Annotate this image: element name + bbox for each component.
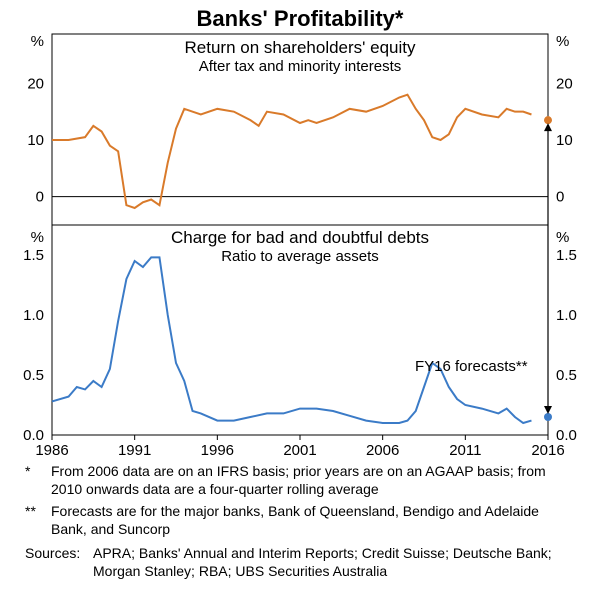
svg-text:10: 10 bbox=[556, 132, 573, 149]
footnote-1: *From 2006 data are on an IFRS basis; pr… bbox=[25, 462, 580, 498]
svg-text:1996: 1996 bbox=[201, 442, 234, 459]
svg-text:1.0: 1.0 bbox=[23, 307, 44, 324]
footnote-2: **Forecasts are for the major banks, Ban… bbox=[25, 502, 580, 538]
panel2-subtitle: Ratio to average assets bbox=[0, 248, 600, 265]
svg-text:20: 20 bbox=[27, 75, 44, 92]
svg-text:0.0: 0.0 bbox=[23, 427, 44, 444]
footnote-2-marker: ** bbox=[25, 502, 51, 520]
svg-text:20: 20 bbox=[556, 75, 573, 92]
svg-text:0.5: 0.5 bbox=[23, 367, 44, 384]
svg-text:2001: 2001 bbox=[283, 442, 316, 459]
footnote-1-marker: * bbox=[25, 462, 51, 480]
svg-text:1991: 1991 bbox=[118, 442, 151, 459]
chart-container: Banks' Profitability* 198619911996200120… bbox=[0, 0, 600, 593]
footnote-1-text: From 2006 data are on an IFRS basis; pri… bbox=[51, 462, 571, 498]
sources-label: Sources: bbox=[25, 544, 93, 562]
svg-text:2016: 2016 bbox=[531, 442, 564, 459]
svg-text:1986: 1986 bbox=[35, 442, 68, 459]
panel1-title: Return on shareholders' equity bbox=[0, 38, 600, 58]
svg-text:10: 10 bbox=[27, 132, 44, 149]
sources-text: APRA; Banks' Annual and Interim Reports;… bbox=[93, 544, 573, 580]
svg-text:0.0: 0.0 bbox=[556, 427, 577, 444]
panel2-title: Charge for bad and doubtful debts bbox=[0, 228, 600, 248]
footnote-2-text: Forecasts are for the major banks, Bank … bbox=[51, 502, 571, 538]
svg-text:0.5: 0.5 bbox=[556, 367, 577, 384]
svg-text:0: 0 bbox=[36, 189, 44, 206]
svg-text:2006: 2006 bbox=[366, 442, 399, 459]
forecast-label: FY16 forecasts** bbox=[415, 358, 528, 375]
svg-text:0: 0 bbox=[556, 189, 564, 206]
sources: Sources:APRA; Banks' Annual and Interim … bbox=[25, 544, 585, 580]
svg-text:1.0: 1.0 bbox=[556, 307, 577, 324]
svg-text:2011: 2011 bbox=[449, 442, 481, 459]
panel1-subtitle: After tax and minority interests bbox=[0, 58, 600, 75]
